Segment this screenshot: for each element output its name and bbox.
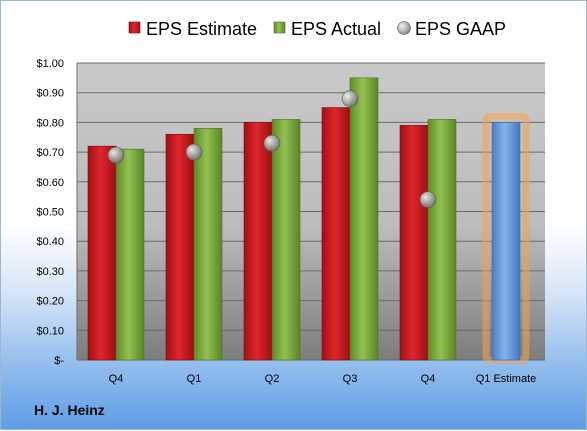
gaap-point: [107, 146, 125, 164]
bar-eps-actual: [427, 119, 457, 361]
gaap-point: [263, 134, 281, 152]
x-tick-label: Q2: [265, 373, 280, 385]
bar-eps-estimate: [243, 122, 273, 361]
y-tick-label: $-: [54, 355, 64, 367]
legend-swatch: [128, 21, 141, 34]
x-tick-label: Q3: [343, 373, 358, 385]
y-tick-label: $0.30: [36, 266, 64, 278]
legend-label: EPS Estimate: [146, 19, 257, 39]
bar-eps-estimate: [165, 133, 195, 361]
x-tick-label: Q1: [187, 373, 202, 385]
x-tick-label: Q4: [109, 373, 124, 385]
y-tick-label: $0.20: [36, 296, 64, 308]
legend-label: EPS GAAP: [415, 19, 506, 39]
legend-swatch: [273, 21, 286, 34]
y-tick-label: $0.50: [36, 207, 64, 219]
legend-label: EPS Actual: [291, 19, 381, 39]
bar-forecast: [491, 122, 521, 361]
bar-eps-estimate: [399, 125, 429, 361]
gaap-point: [341, 90, 359, 107]
y-tick-label: $0.80: [36, 117, 64, 129]
gaap-markers: [107, 90, 437, 208]
legend: EPS Estimate EPS Actual EPS GAAP: [128, 19, 506, 39]
y-tick-label: $0.60: [36, 177, 64, 189]
legend-swatch: [397, 21, 411, 35]
bar-eps-actual: [271, 119, 301, 361]
bar-eps-actual: [349, 77, 379, 361]
x-tick-label: Q1 Estimate: [476, 373, 537, 385]
gaap-point: [185, 143, 203, 161]
y-tick-label: $0.70: [36, 147, 64, 159]
gridlines: [76, 62, 545, 361]
x-axis-ticks: Q4 Q1 Q2 Q3 Q4 Q1 Estimate: [109, 373, 537, 385]
y-tick-label: $1.00: [36, 58, 64, 70]
gaap-point: [419, 191, 437, 208]
x-tick-label: Q4: [421, 373, 436, 385]
y-tick-label: $0.40: [36, 236, 64, 248]
bar-eps-estimate: [321, 107, 351, 361]
bar-eps-actual: [193, 128, 223, 361]
bars: [87, 77, 530, 364]
y-axis-ticks: $- $0.10 $0.20 $0.30 $0.40 $0.50 $0.60 $0.70 $0.…: [36, 58, 64, 367]
y-tick-label: $0.90: [36, 88, 64, 100]
company-name: H. J. Heinz: [34, 402, 105, 418]
bar-eps-estimate: [87, 145, 117, 361]
y-tick-label: $0.10: [36, 325, 64, 337]
bar-eps-actual: [115, 148, 145, 361]
